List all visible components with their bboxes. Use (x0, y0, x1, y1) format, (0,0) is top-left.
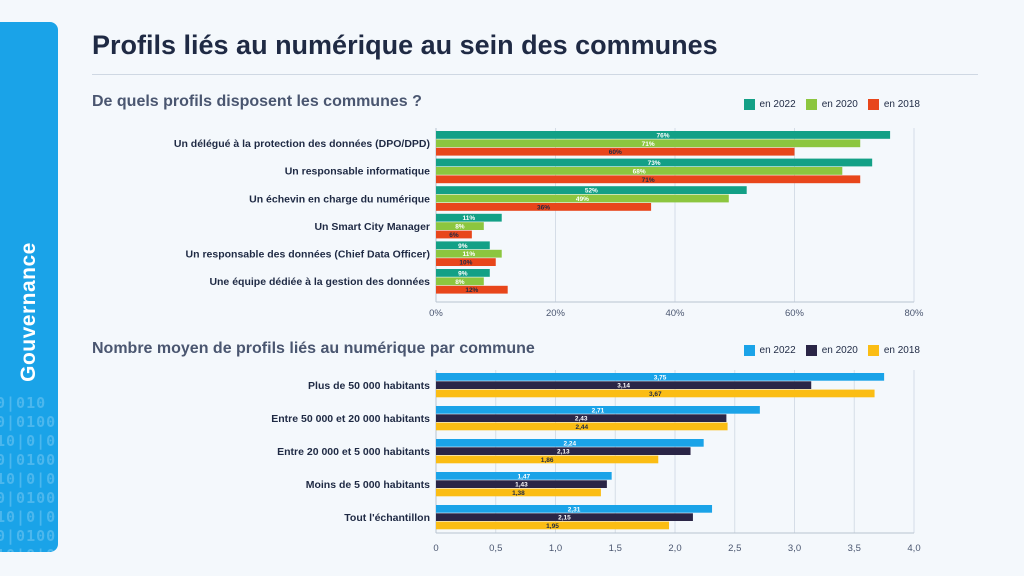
bar-en-2022 (436, 241, 490, 250)
binary-pattern-line: 0|0100 (0, 413, 57, 431)
legend-label: en 2018 (883, 345, 920, 356)
x-tick-label: 80% (904, 308, 924, 319)
x-tick-label: 60% (785, 308, 805, 319)
bar-en-2022 (436, 213, 502, 222)
category-label: Un responsable informatique (285, 166, 430, 178)
x-tick-label: 0% (429, 308, 443, 319)
bar-value-label: 71% (642, 141, 655, 148)
legend-swatch (867, 345, 879, 356)
title-divider (92, 74, 978, 75)
legend-item: en 2022 (743, 345, 796, 356)
bar-value-label: 10% (459, 260, 472, 267)
bar-en-2020 (436, 139, 861, 148)
binary-pattern-line: 10|0|0 (0, 432, 57, 450)
x-tick-label: 20% (546, 308, 566, 319)
bar-value-label: 52% (585, 188, 598, 195)
bar-value-label: 9% (458, 270, 468, 277)
bar-en-2018 (436, 258, 496, 266)
bar-en-2022 (436, 186, 747, 194)
bar-value-label: 60% (609, 149, 622, 156)
binary-pattern-line: 0|0100 (0, 527, 57, 545)
legend-label: en 2020 (821, 99, 858, 110)
bar-en-2022 (436, 131, 891, 139)
bar-en-2020 (436, 167, 843, 175)
binary-pattern-line: 0|0100 (0, 489, 57, 507)
bar-en-2018 (436, 147, 795, 156)
bar-value-label: 11% (463, 251, 476, 258)
bar-value-label: 8% (455, 279, 465, 286)
legend-label: en 2018 (883, 99, 920, 110)
category-label: Un échevin en charge du numérique (249, 193, 430, 205)
bar-value-label: 76% (657, 132, 670, 139)
category-label: Une équipe dédiée à la gestion des donné… (209, 276, 430, 288)
bar-en-2020 (436, 277, 484, 286)
page-title: Profils liés au numérique au sein des co… (92, 30, 718, 60)
bar-value-label: 68% (633, 168, 646, 175)
category-label: Un délégué à la protection des données (… (174, 138, 430, 150)
bar-value-label: 9% (458, 243, 468, 250)
x-tick-label: 40% (665, 308, 685, 319)
chart2-title: Nombre moyen de profils liés au numériqu… (92, 340, 535, 357)
binary-pattern-line: 0|0100 (0, 451, 57, 469)
legend-item: en 2018 (867, 345, 920, 356)
legend-label: en 2022 (759, 99, 796, 110)
chart2-legend: en 2022 en 2020 en 2018 (743, 345, 920, 356)
binary-pattern-line: 0|010 (0, 394, 47, 412)
bar-en-2018 (436, 175, 861, 184)
legend-swatch (805, 99, 817, 110)
bar-value-label: 49% (576, 196, 589, 203)
bar-value-label: 11% (463, 215, 476, 222)
binary-pattern-line: 10|0|0 (0, 470, 57, 488)
bar-en-2022 (436, 269, 490, 277)
bar-value-label: 36% (537, 204, 550, 211)
legend-label: en 2022 (759, 345, 796, 356)
bar-en-2022 (436, 158, 873, 167)
legend-item: en 2020 (805, 345, 858, 356)
bar-en-2018 (436, 203, 652, 211)
category-label: Un responsable des données (Chief Data O… (186, 249, 430, 261)
binary-pattern-line: 10|0|0 (0, 508, 57, 526)
legend-swatch (805, 345, 817, 356)
chart1-title: De quels profils disposent les communes … (92, 93, 422, 110)
legend-item: en 2018 (867, 99, 920, 110)
legend-swatch (867, 99, 879, 110)
bar-en-2020 (436, 194, 729, 203)
bar-en-2020 (436, 222, 484, 230)
binary-pattern: 0|010 0|0100 10|0|0 0|0100 10|0|0 0|0100 10|0|… (0, 394, 58, 552)
bar-en-2018 (436, 230, 472, 239)
chart1-legend: en 2022 en 2020 en 2018 (743, 99, 920, 110)
legend-swatch (743, 99, 755, 110)
bar-value-label: 73% (648, 160, 661, 167)
category-label: Un Smart City Manager (314, 221, 430, 233)
sidebar-banner: 0|010 0|0100 10|0|0 0|0100 10|0|0 0|0100 10|0|… (0, 22, 58, 552)
bar-value-label: 71% (642, 177, 655, 184)
legend-item: en 2020 (805, 99, 858, 110)
bar-value-label: 8% (455, 224, 465, 231)
bar-en-2018 (436, 285, 508, 294)
binary-pattern-line: 10|0|0 (0, 546, 58, 552)
legend-item: en 2022 (743, 99, 796, 110)
bar-value-label: 12% (465, 287, 478, 294)
legend-label: en 2020 (821, 345, 858, 356)
bar-en-2020 (436, 249, 502, 258)
bar-value-label: 6% (449, 232, 459, 239)
legend-swatch (743, 345, 755, 356)
